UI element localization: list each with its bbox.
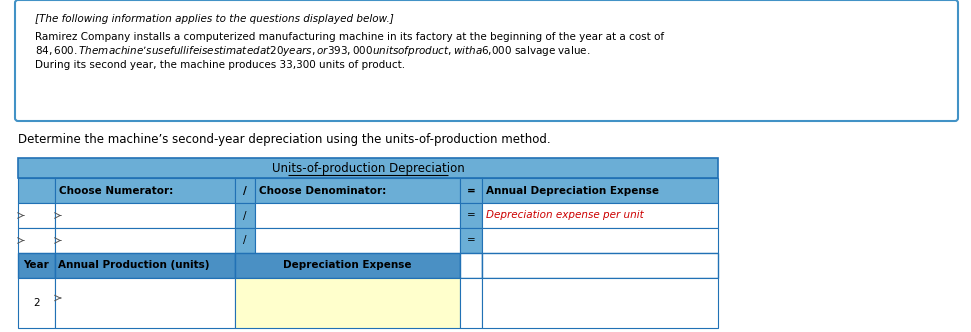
Bar	[235, 203, 255, 228]
Bar	[18, 278, 55, 328]
Text: =: =	[467, 235, 476, 245]
Bar	[482, 203, 718, 228]
Text: Choose Denominator:: Choose Denominator:	[259, 186, 386, 196]
Bar	[460, 253, 482, 278]
Bar	[235, 253, 460, 278]
Bar	[55, 203, 235, 228]
Text: Depreciation Expense: Depreciation Expense	[284, 261, 412, 271]
Bar	[235, 178, 255, 203]
Text: Annual Production (units): Annual Production (units)	[58, 261, 210, 271]
Bar	[18, 203, 55, 228]
Bar	[18, 178, 55, 203]
Text: Annual Depreciation Expense: Annual Depreciation Expense	[486, 186, 659, 196]
Text: [The following information applies to the questions displayed below.]: [The following information applies to th…	[35, 14, 394, 24]
Bar	[482, 278, 718, 328]
Bar	[255, 178, 460, 203]
Bar	[460, 178, 482, 203]
Text: /: /	[244, 210, 247, 220]
Text: Year: Year	[23, 261, 50, 271]
Bar	[460, 278, 482, 328]
Text: Choose Numerator:: Choose Numerator:	[59, 186, 173, 196]
Bar	[235, 278, 460, 328]
Bar	[255, 228, 460, 253]
Bar	[55, 278, 235, 328]
Text: Determine the machine’s second-year depreciation using the units-of-production m: Determine the machine’s second-year depr…	[18, 133, 551, 146]
Bar	[18, 228, 55, 253]
Bar	[55, 178, 235, 203]
Bar	[55, 253, 235, 278]
Bar	[460, 228, 482, 253]
Bar	[18, 253, 55, 278]
Text: Depreciation expense per unit: Depreciation expense per unit	[486, 210, 644, 220]
Bar	[482, 178, 718, 203]
Text: Units-of-production Depreciation: Units-of-production Depreciation	[272, 161, 464, 175]
Bar	[235, 228, 255, 253]
FancyBboxPatch shape	[15, 0, 958, 121]
Bar	[18, 158, 718, 178]
Bar	[55, 228, 235, 253]
Text: =: =	[467, 210, 476, 220]
Text: /: /	[244, 235, 247, 245]
Text: Ramirez Company installs a computerized manufacturing machine in its factory at : Ramirez Company installs a computerized …	[35, 32, 664, 70]
Text: 2: 2	[33, 298, 40, 308]
Text: /: /	[243, 186, 247, 196]
Bar	[482, 253, 718, 278]
Bar	[255, 203, 460, 228]
Text: =: =	[467, 186, 476, 196]
Bar	[482, 228, 718, 253]
Bar	[460, 203, 482, 228]
